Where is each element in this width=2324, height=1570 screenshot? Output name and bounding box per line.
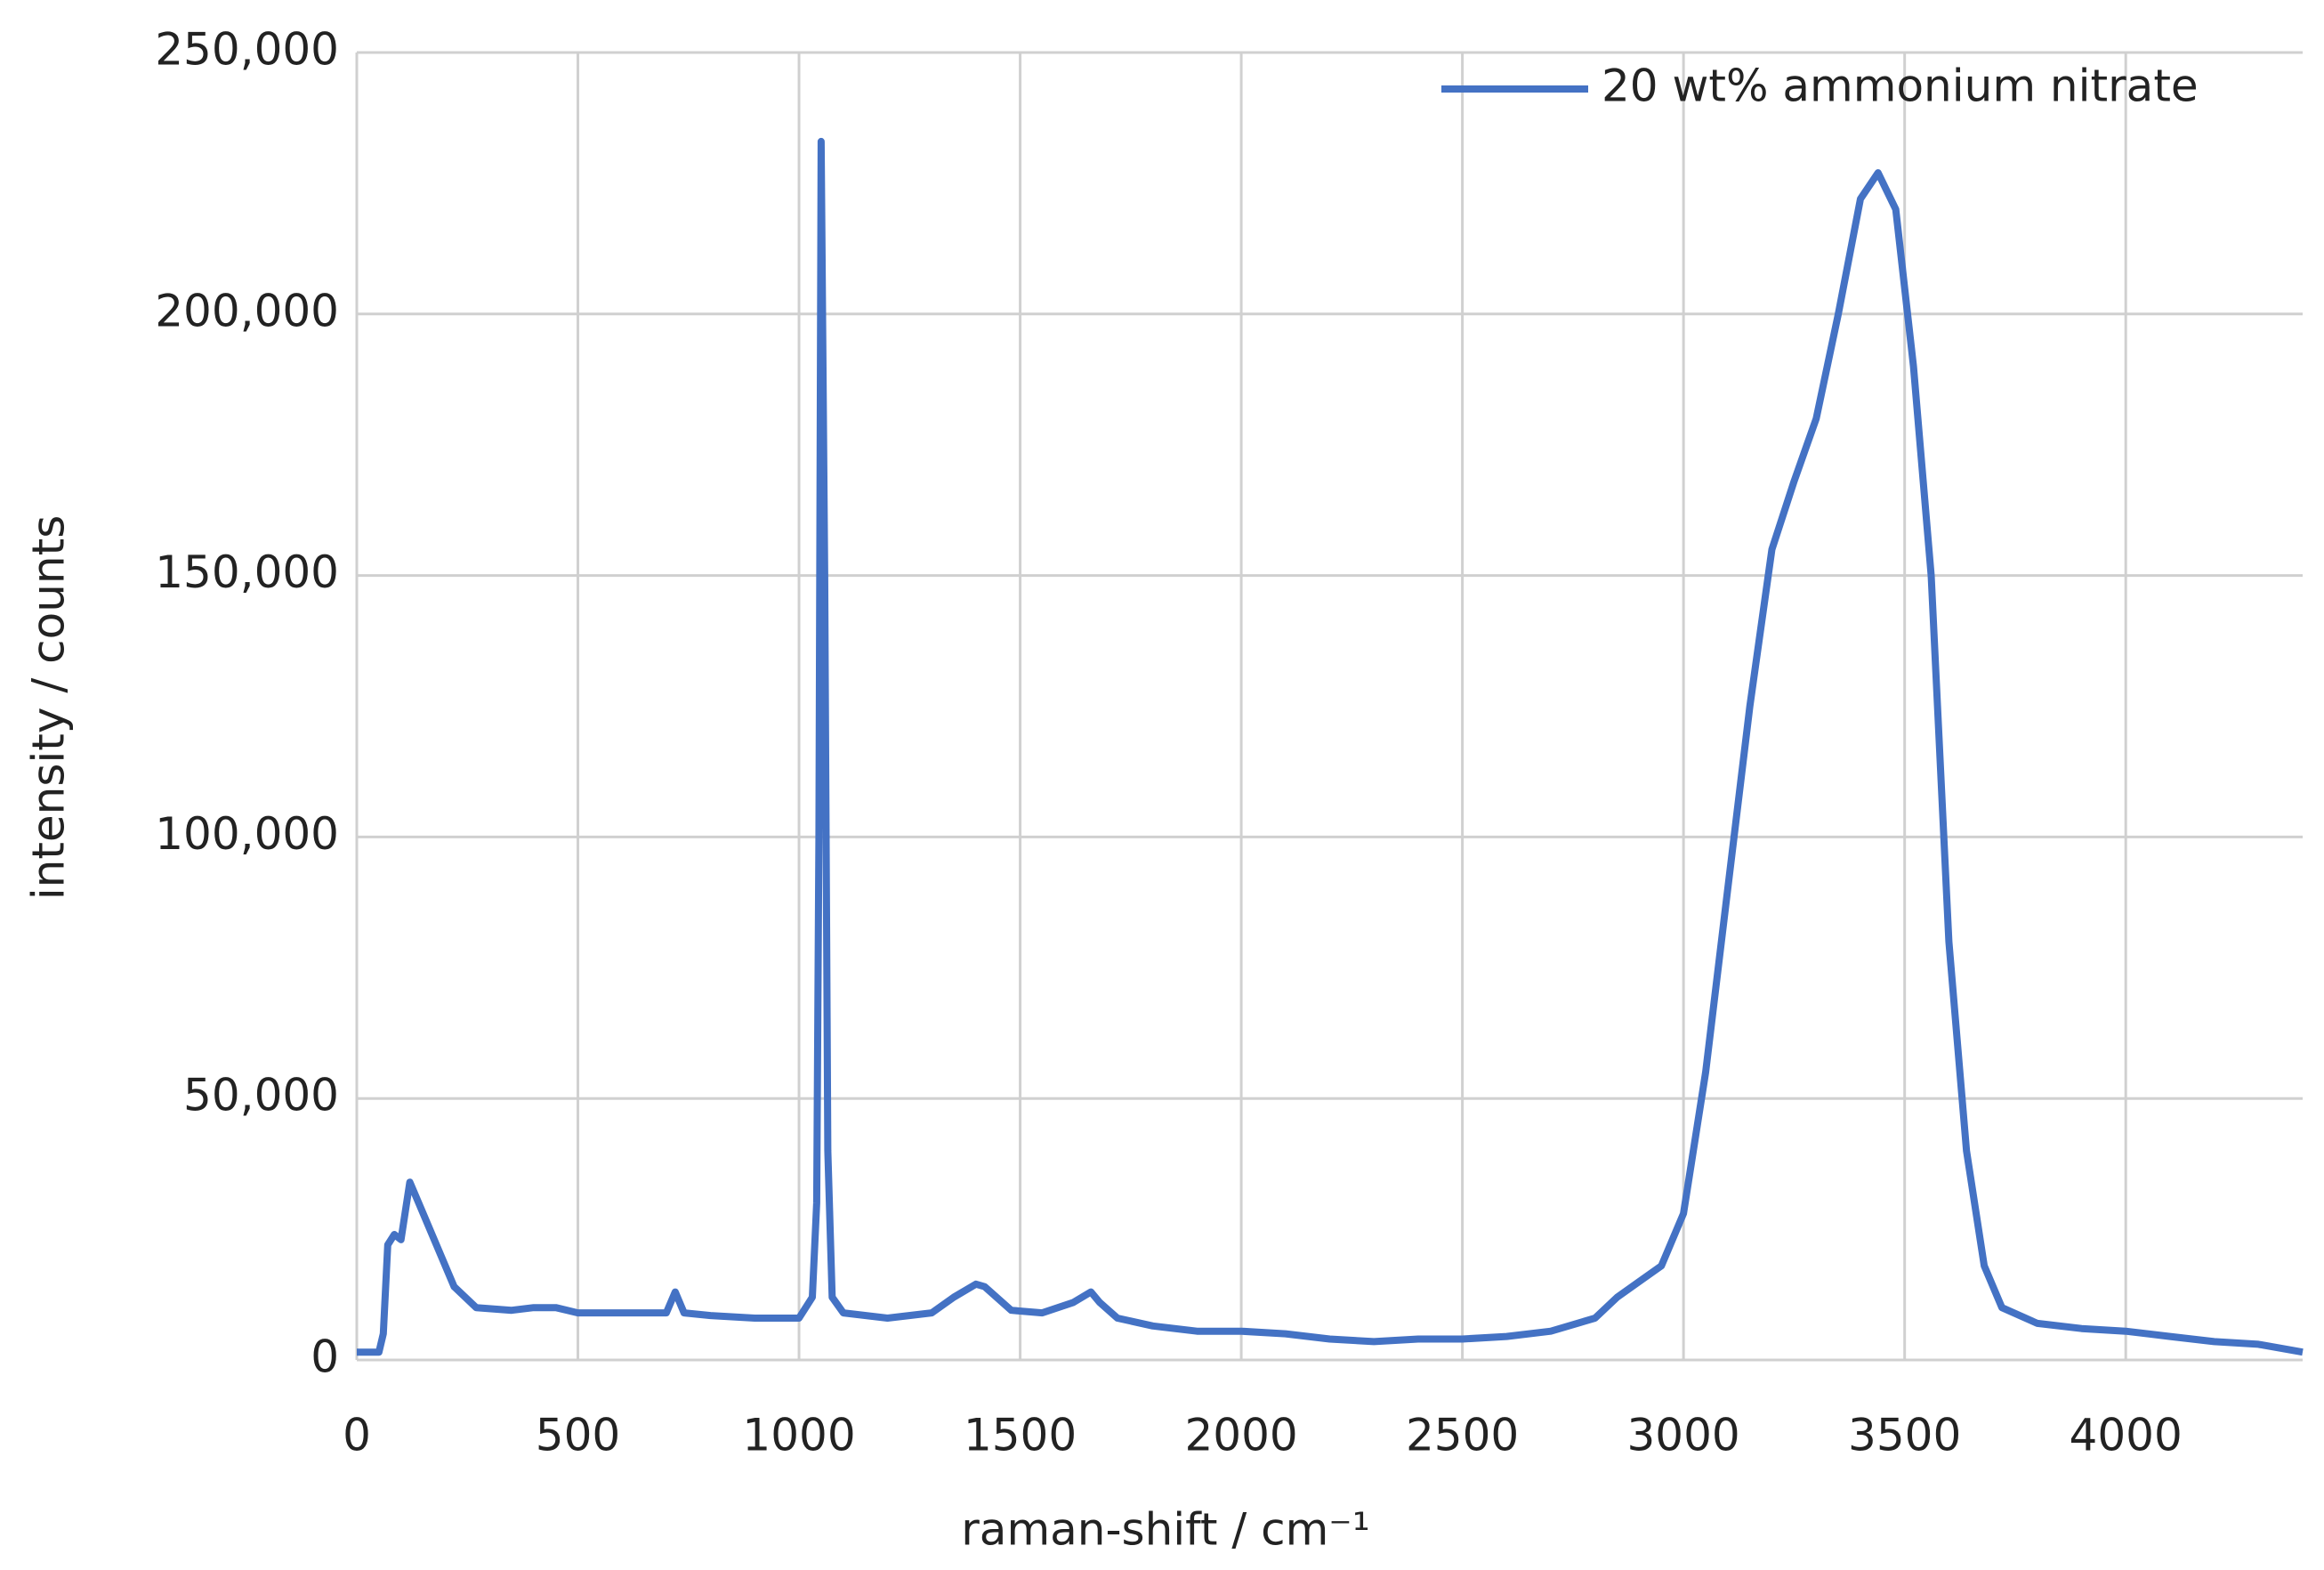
x-tick-label: 0: [343, 1410, 371, 1461]
y-tick-label: 150,000: [155, 546, 339, 598]
x-tick-label: 3000: [1627, 1410, 1740, 1461]
x-tick-label: 2500: [1406, 1410, 1519, 1461]
x-tick-label: 4000: [2070, 1410, 2183, 1461]
data-line: [357, 137, 2304, 1356]
y-tick-label: 50,000: [183, 1070, 339, 1121]
x-tick-label: 1500: [964, 1410, 1077, 1461]
x-tick-label: 1000: [742, 1410, 855, 1461]
y-tick-label: 0: [311, 1331, 339, 1383]
y-tick-label: 250,000: [155, 24, 339, 76]
legend-label: 20 wt% ammonium nitrate: [1602, 61, 2199, 112]
x-tick-label: 500: [536, 1410, 620, 1461]
x-tick-label: 3500: [1848, 1410, 1961, 1461]
y-tick-label: 100,000: [155, 808, 339, 860]
x-tick-label: 2000: [1184, 1410, 1297, 1461]
x-axis-label: raman-shift / cm⁻¹: [961, 1504, 1370, 1556]
y-tick-label: 200,000: [155, 285, 339, 336]
y-axis-label: intensity / counts: [23, 515, 75, 901]
